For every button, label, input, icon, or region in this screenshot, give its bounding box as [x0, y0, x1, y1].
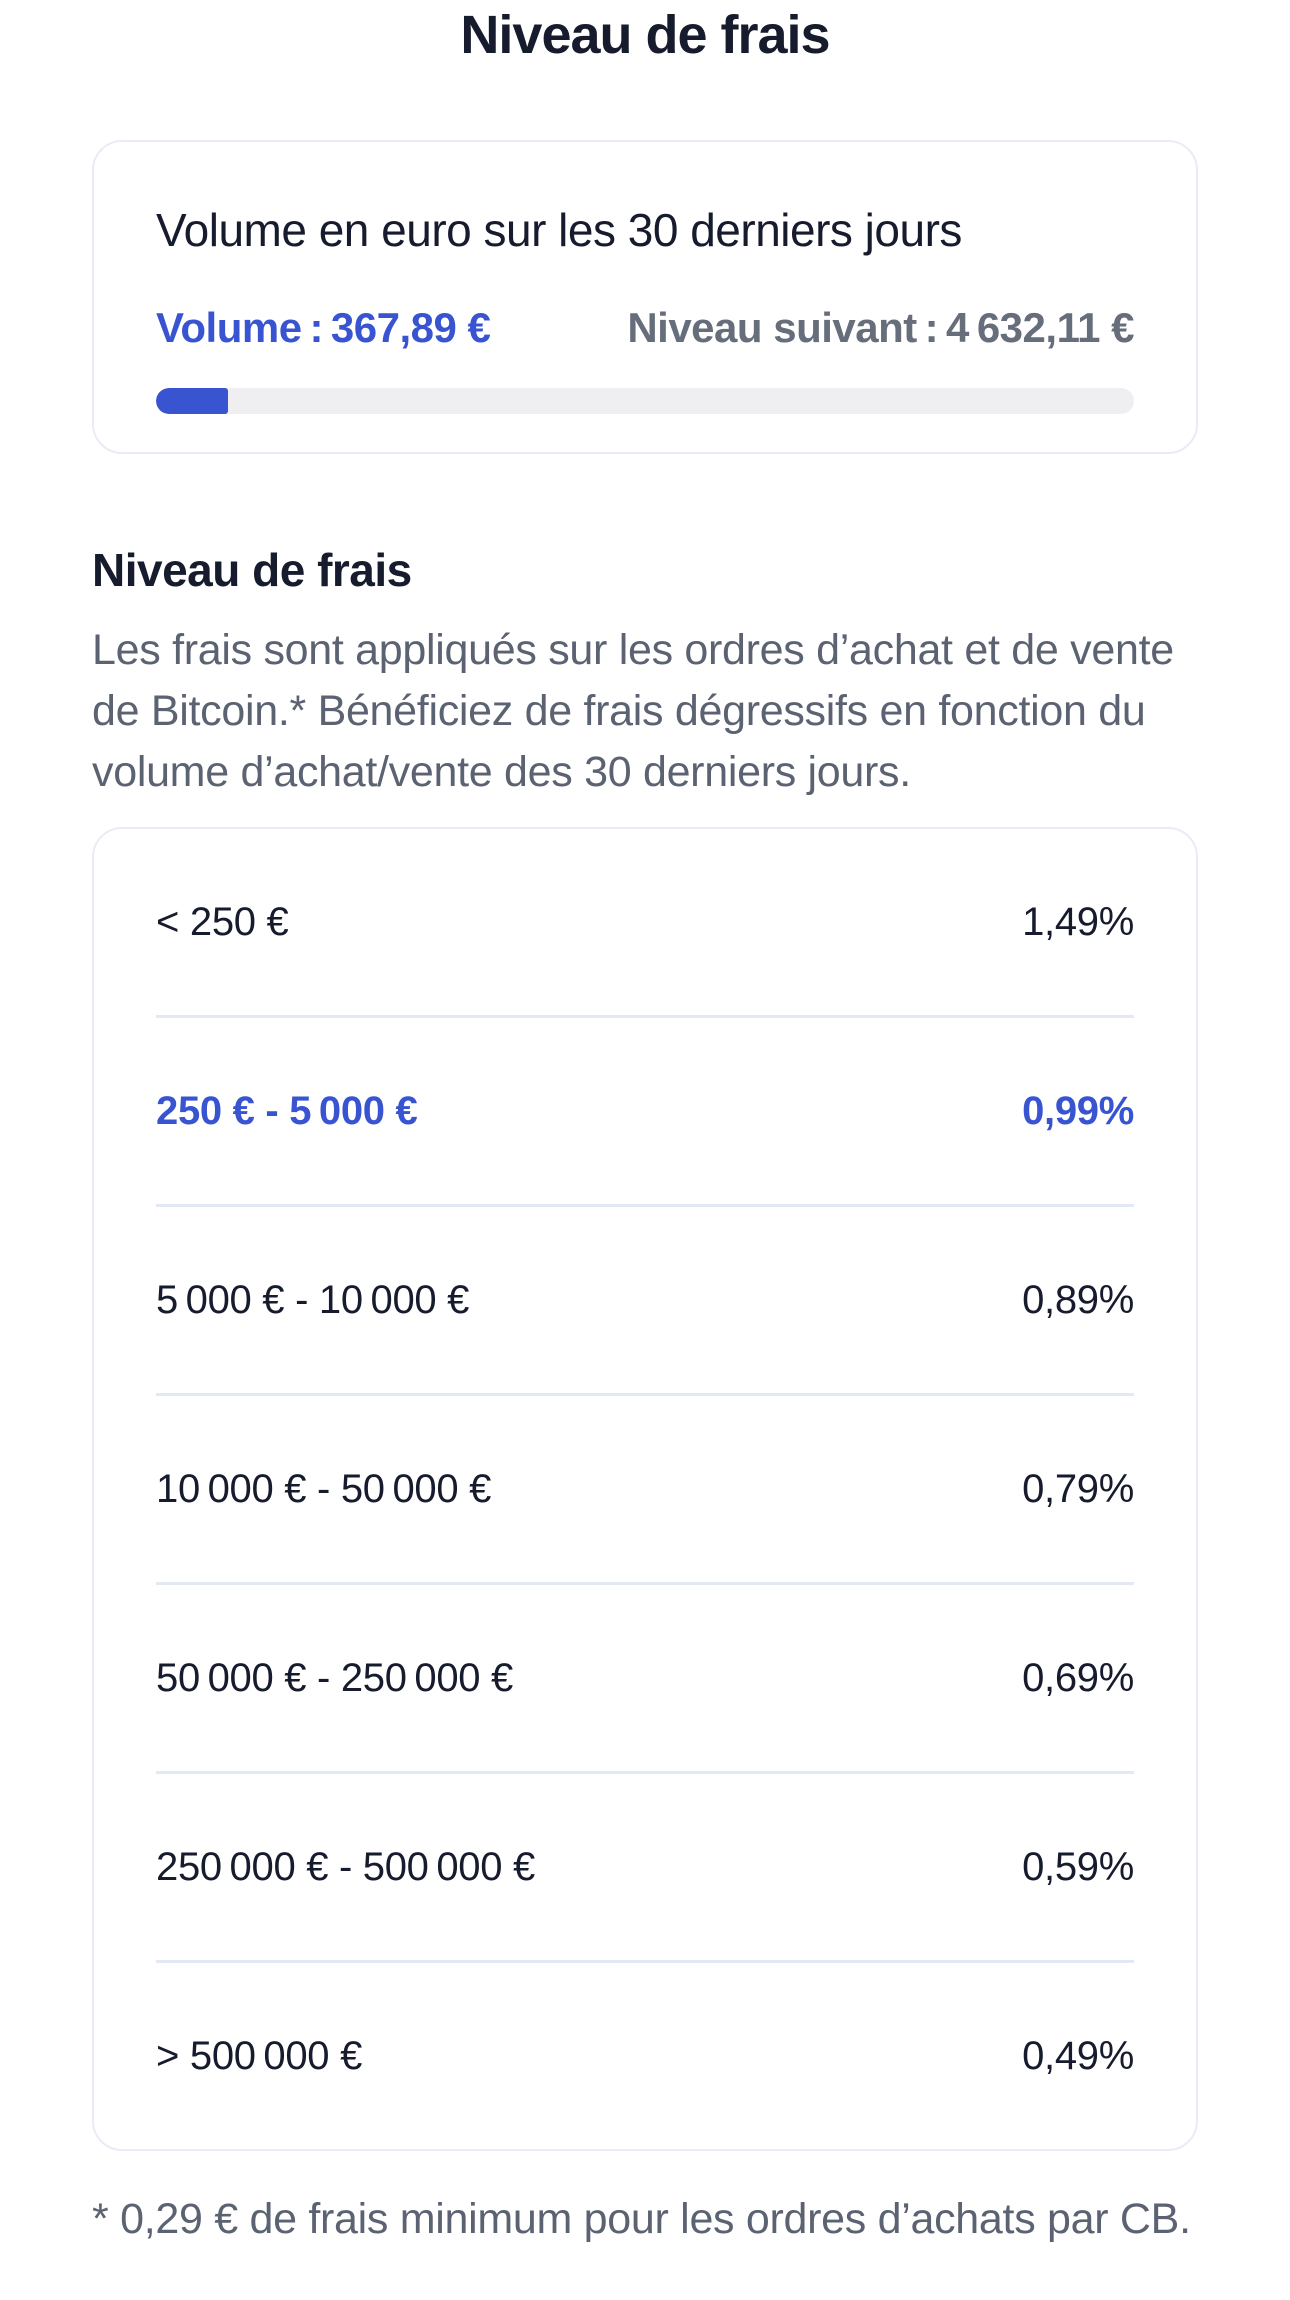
fee-tier-row: 10 000 € - 50 000 € 0,79% — [94, 1396, 1196, 1582]
current-volume-value: Volume : 367,89 € — [156, 304, 491, 351]
tier-range: 5 000 € - 10 000 € — [156, 1277, 470, 1322]
fees-section-heading: Niveau de frais — [92, 544, 412, 596]
fee-tier-row: 250 000 € - 500 000 € 0,59% — [94, 1774, 1196, 1960]
fees-description: Les frais sont appliqués sur les ordres … — [92, 626, 1174, 796]
volume-card: Volume en euro sur les 30 derniers jours… — [92, 140, 1198, 454]
tier-rate: 0,89% — [1022, 1277, 1134, 1322]
tier-range: > 500 000 € — [156, 2033, 363, 2078]
fee-tier-row: 250 € - 5 000 € 0,99% — [94, 1018, 1196, 1204]
fee-tier-row: 5 000 € - 10 000 € 0,89% — [94, 1207, 1196, 1393]
tier-range: 250 000 € - 500 000 € — [156, 1844, 535, 1889]
row-divider — [156, 1960, 1134, 1963]
tier-range: < 250 € — [156, 899, 289, 944]
next-level-value: Niveau suivant : 4 632,11 € — [627, 304, 1134, 351]
tier-rate: 1,49% — [1022, 899, 1134, 944]
volume-progress-fill — [156, 388, 228, 414]
fee-tiers-card: < 250 € 1,49% 250 € - 5 000 € 0,99% 5 000 € … — [92, 827, 1198, 2151]
tier-range: 50 000 € - 250 000 € — [156, 1655, 513, 1700]
tier-rate: 0,59% — [1022, 1844, 1134, 1889]
row-divider — [156, 1015, 1134, 1018]
row-divider — [156, 1771, 1134, 1774]
page-title: Niveau de frais — [460, 5, 830, 65]
tier-range: 250 € - 5 000 € — [156, 1088, 418, 1133]
fees-footnote: * 0,29 € de frais minimum pour les ordre… — [92, 2195, 1191, 2243]
volume-stats-row: Volume : 367,89 € Niveau suivant : 4 632… — [156, 304, 1134, 352]
volume-progress-bar — [156, 388, 1134, 414]
fee-tier-row: < 250 € 1,49% — [94, 829, 1196, 1015]
volume-card-title: Volume en euro sur les 30 derniers jours — [156, 204, 962, 256]
tier-rate: 0,69% — [1022, 1655, 1134, 1700]
row-divider — [156, 1204, 1134, 1207]
fee-level-screen: Niveau de frais Volume en euro sur les 3… — [92, 5, 1198, 2243]
tier-rate: 0,99% — [1022, 1088, 1134, 1133]
fee-tier-row: > 500 000 € 0,49% — [94, 1963, 1196, 2149]
row-divider — [156, 1393, 1134, 1396]
fee-tier-row: 50 000 € - 250 000 € 0,69% — [94, 1585, 1196, 1771]
tier-rate: 0,79% — [1022, 1466, 1134, 1511]
tier-rate: 0,49% — [1022, 2033, 1134, 2078]
tier-range: 10 000 € - 50 000 € — [156, 1466, 492, 1511]
row-divider — [156, 1582, 1134, 1585]
